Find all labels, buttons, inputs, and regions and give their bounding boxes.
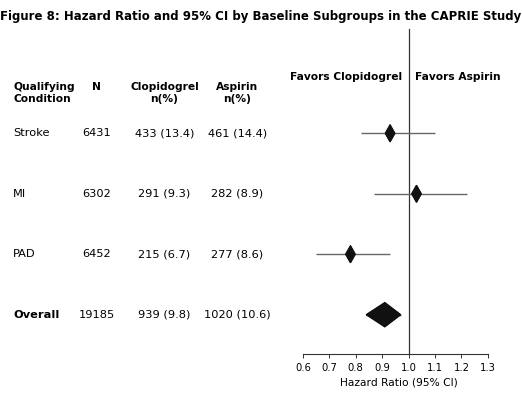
Text: Overall: Overall <box>13 310 60 320</box>
Text: 291 (9.3): 291 (9.3) <box>138 189 191 199</box>
Text: Figure 8: Hazard Ratio and 95% CI by Baseline Subgroups in the CAPRIE Study: Figure 8: Hazard Ratio and 95% CI by Bas… <box>1 10 521 23</box>
Text: Stroke: Stroke <box>13 128 50 138</box>
Polygon shape <box>412 185 421 202</box>
Text: Favors Clopidogrel: Favors Clopidogrel <box>290 72 402 82</box>
Polygon shape <box>366 303 401 327</box>
Text: 19185: 19185 <box>78 310 115 320</box>
Polygon shape <box>385 125 395 142</box>
Text: Favors Aspirin: Favors Aspirin <box>415 72 501 82</box>
Text: Aspirin
n(%): Aspirin n(%) <box>217 82 258 104</box>
Text: PAD: PAD <box>13 249 35 259</box>
Text: 215 (6.7): 215 (6.7) <box>138 249 191 259</box>
Text: 433 (13.4): 433 (13.4) <box>135 128 194 138</box>
Text: Qualifying
Condition: Qualifying Condition <box>13 82 75 104</box>
Text: 939 (9.8): 939 (9.8) <box>138 310 191 320</box>
Text: 277 (8.6): 277 (8.6) <box>211 249 264 259</box>
Text: Clopidogrel
n(%): Clopidogrel n(%) <box>130 82 199 104</box>
Text: 1020 (10.6): 1020 (10.6) <box>204 310 271 320</box>
Text: 282 (8.9): 282 (8.9) <box>211 189 264 199</box>
Text: 6302: 6302 <box>82 189 111 199</box>
Text: 6452: 6452 <box>82 249 111 259</box>
X-axis label: Hazard Ratio (95% CI): Hazard Ratio (95% CI) <box>340 377 458 387</box>
Text: MI: MI <box>13 189 26 199</box>
Text: 6431: 6431 <box>82 128 111 138</box>
Text: 461 (14.4): 461 (14.4) <box>208 128 267 138</box>
Text: N: N <box>92 82 101 92</box>
Polygon shape <box>346 246 355 263</box>
